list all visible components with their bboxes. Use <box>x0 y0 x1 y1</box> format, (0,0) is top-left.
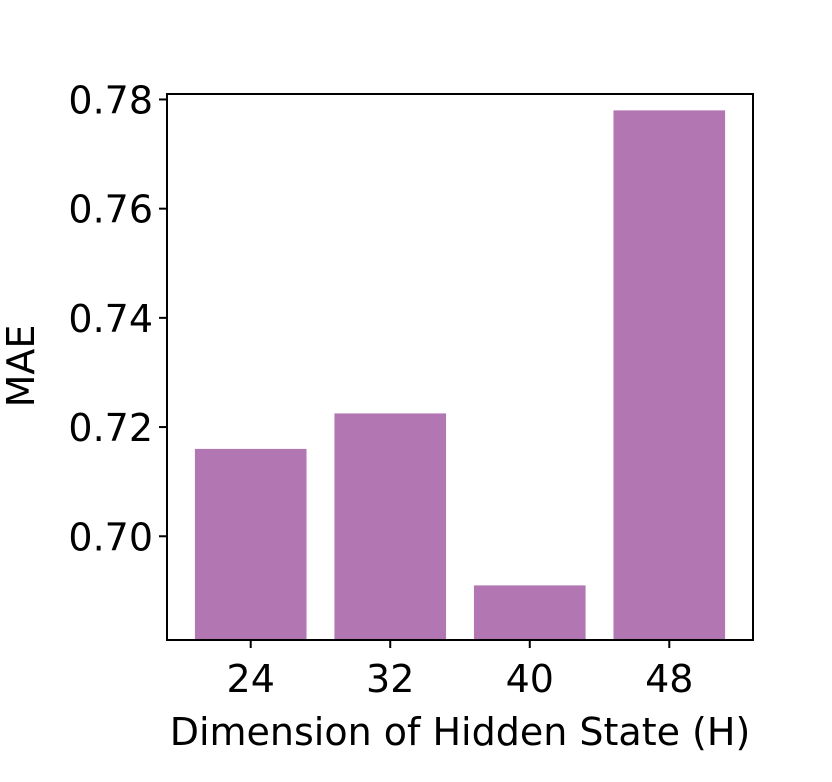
y-axis-ticks: 0.70 0.72 0.74 0.76 0.78 <box>68 78 167 559</box>
y-tick-label: 0.72 <box>68 406 153 450</box>
plot-frame <box>166 93 754 641</box>
x-tick-label-40: 40 <box>506 657 554 701</box>
x-tick-label-32: 32 <box>366 657 414 701</box>
y-tick-label: 0.76 <box>68 188 153 232</box>
y-tick-label: 0.78 <box>68 78 153 122</box>
x-tick-label-24: 24 <box>227 657 275 701</box>
y-tick-label: 0.74 <box>68 297 153 341</box>
y-tick-label: 0.70 <box>68 515 153 559</box>
bar-40 <box>473 585 586 640</box>
bar-32 <box>334 413 447 640</box>
bar-24 <box>194 448 307 640</box>
x-axis-title: Dimension of Hidden State (H) <box>170 710 751 754</box>
bars-group <box>194 110 726 640</box>
x-tick-label-48: 48 <box>645 657 693 701</box>
y-axis-title: MAE <box>0 325 43 408</box>
x-axis-ticks: 24 32 40 48 <box>227 640 693 701</box>
bar-48 <box>613 110 726 640</box>
